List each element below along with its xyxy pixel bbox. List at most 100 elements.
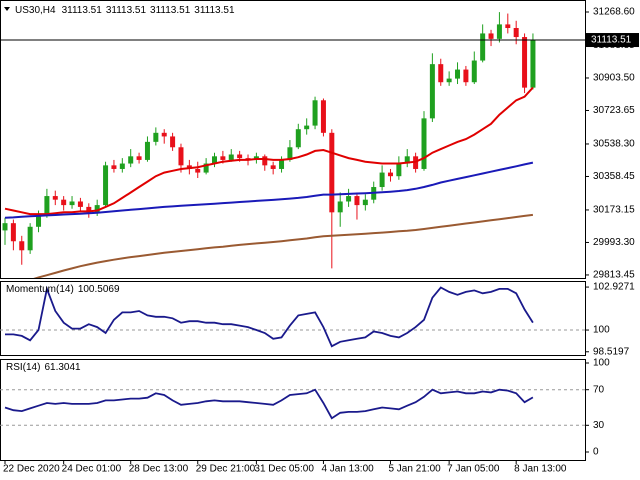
candle-body [438, 64, 444, 83]
candle-body [36, 214, 42, 227]
candle-body [337, 201, 343, 213]
candle-body [295, 129, 301, 148]
candle-body [530, 40, 536, 88]
candle-body [128, 156, 134, 164]
candle-body [446, 78, 452, 83]
candle-body [237, 154, 243, 159]
candle-body [220, 156, 226, 160]
candle-body [2, 223, 8, 231]
candle-body [270, 165, 276, 169]
indicator-value: 100.5069 [78, 284, 120, 295]
candle-body [10, 223, 16, 242]
moving-average [33, 213, 534, 278]
x-tick-label: 22 Dec 2020 [3, 464, 60, 475]
y-tick-label: 70 [593, 384, 605, 395]
x-tick-label: 31 Dec 05:00 [254, 464, 314, 475]
candle-body [44, 196, 50, 215]
candle-body [505, 24, 511, 29]
candle-body [471, 60, 477, 83]
y-tick-label: 0 [593, 447, 599, 458]
quote-value: 31113.51 [106, 5, 147, 16]
y-tick-label: 100 [593, 325, 610, 336]
candle-body [496, 24, 502, 39]
candle-body [354, 196, 360, 206]
y-tick-label: 102.9271 [593, 282, 635, 293]
y-tick-label: 30538.30 [593, 139, 635, 150]
last-price-label: 31113.51 [591, 35, 632, 46]
candle-body [69, 201, 75, 206]
candle-body [320, 100, 326, 133]
quote-value: 31113.51 [150, 5, 191, 16]
panel-frame [0, 0, 586, 279]
candle-body [77, 201, 83, 207]
candle-body [429, 64, 435, 119]
candle-body [480, 33, 486, 61]
y-tick-label: 31268.60 [593, 7, 635, 18]
candle-body [161, 132, 167, 137]
candle-body [421, 118, 427, 169]
y-tick-label: 29993.30 [593, 237, 635, 248]
candle-body [404, 156, 410, 164]
y-tick-label: 30723.65 [593, 105, 635, 116]
candle-body [455, 69, 461, 79]
candle-body [153, 132, 159, 142]
candle-body [19, 241, 25, 251]
y-tick-label: 98.5197 [593, 346, 630, 357]
candle-body [119, 163, 125, 169]
candle-body [52, 196, 58, 200]
indicator-line [4, 388, 534, 420]
menu-arrow [4, 7, 10, 11]
candle-body [287, 147, 293, 160]
candle-body [387, 172, 393, 177]
candle-body [27, 226, 33, 251]
y-tick-label: 30 [593, 420, 605, 431]
candle-body [346, 196, 352, 202]
candle-body [136, 156, 142, 160]
candle-body [144, 141, 150, 160]
last-price-box [586, 33, 639, 48]
candle-body [513, 28, 519, 38]
x-tick-label: 24 Dec 01:00 [62, 464, 122, 475]
candle-body [212, 156, 217, 164]
panel-frame [0, 281, 586, 356]
y-tick-label: 30903.50 [593, 73, 635, 84]
candle-body [379, 172, 385, 188]
candle-body [203, 163, 209, 173]
chart-header: US30,H4 31113.51 31113.51 31113.51 31113.51 [15, 5, 235, 16]
quote-value: 31113.51 [194, 5, 235, 16]
indicator-value: 61.3041 [44, 362, 81, 373]
indicator-name: Momentum(14) [6, 284, 74, 295]
x-tick-label: 4 Jan 13:00 [321, 464, 374, 475]
candle-body [103, 165, 109, 206]
panel-frame [0, 359, 586, 461]
candle-body [195, 168, 201, 173]
candle-body [94, 205, 100, 213]
candle-body [61, 199, 67, 206]
indicator-name: RSI(14) [6, 362, 40, 373]
candle-body [304, 125, 310, 130]
candle-body [312, 100, 318, 126]
candle-body [178, 147, 184, 166]
candle-body [522, 37, 528, 88]
moving-average [4, 161, 534, 219]
candle-body [396, 163, 402, 177]
candle-body [279, 159, 285, 169]
indicator-title: Momentum(14) 100.5069 [6, 284, 120, 295]
y-tick-label: 29813.45 [593, 270, 635, 281]
y-tick-label: 100 [593, 358, 610, 369]
x-tick-label: 28 Dec 13:00 [129, 464, 189, 475]
plot [2, 12, 536, 278]
x-tick-label: 7 Jan 05:00 [447, 464, 500, 475]
candle-body [228, 154, 234, 160]
x-tick-label: 29 Dec 21:00 [196, 464, 256, 475]
candle-body [262, 156, 268, 166]
indicator-line [5, 285, 534, 348]
candle-body [329, 132, 335, 213]
x-tick-label: 8 Jan 13:00 [514, 464, 567, 475]
y-tick-label: 30173.15 [593, 205, 635, 216]
candle-body [463, 69, 469, 83]
candle-body [86, 206, 92, 213]
